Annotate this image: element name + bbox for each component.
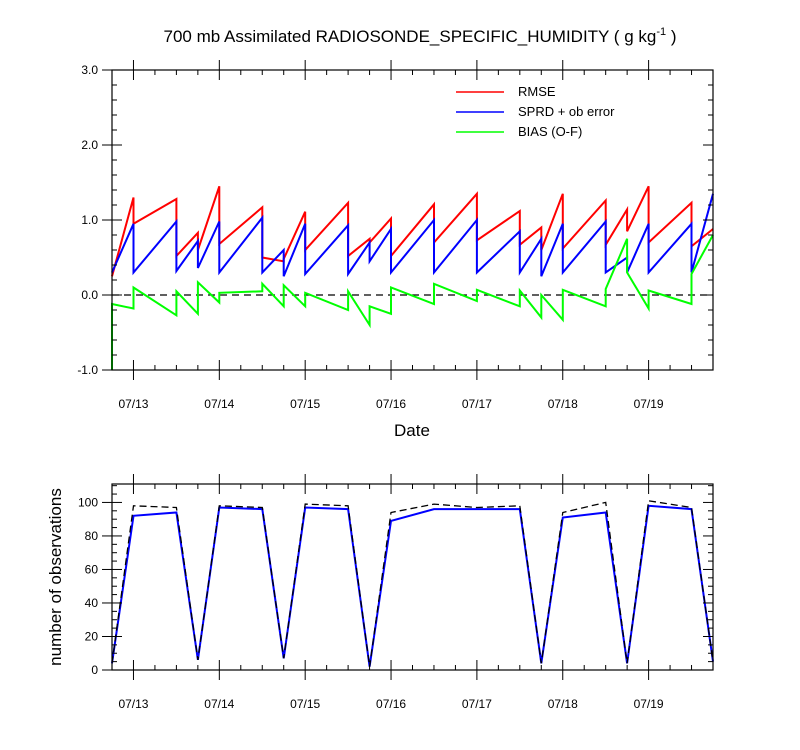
y-tick-label: 1.0 [81,213,98,227]
y-tick-label: 60 [85,562,99,576]
chart-title: 700 mb Assimilated RADIOSONDE_SPECIFIC_H… [164,26,677,46]
x-tick-label: 07/16 [376,697,406,711]
y-tick-label: 3.0 [81,63,98,77]
x-tick-label: 07/17 [462,397,492,411]
x-tick-label: 07/13 [118,697,148,711]
bottom-plot: 0 20 40 60 80 100 07/13 07/14 07/15 07/16 07/17 07/… [78,474,714,711]
bottom-y-axis-title: number of observations [46,488,65,666]
legend-label: BIAS (O-F) [518,124,582,139]
top-x-axis-title: Date [394,421,430,440]
x-tick-label: 07/15 [290,397,320,411]
legend-label: RMSE [518,84,556,99]
plot-frame [111,483,714,671]
x-tick-label: 07/14 [204,697,234,711]
y-tick-label: 40 [85,596,99,610]
y-tick-label: 2.0 [81,138,98,152]
x-tick-label: 07/18 [548,697,578,711]
top-plot: -1.0 0.0 1.0 2.0 3.0 07/13 07/14 07/15 07/16 07/1… [77,60,714,411]
y-tick-label: 20 [85,629,99,643]
chart-title-main: 700 mb Assimilated RADIOSONDE_SPECIFIC_H… [164,27,657,46]
plot-frame [111,69,714,371]
series-line-1 [111,500,714,667]
chart-title-superscript: -1 [656,26,666,38]
y-tick-label: -1.0 [77,363,98,377]
x-tick-label: 07/13 [118,397,148,411]
x-tick-label: 07/19 [634,397,664,411]
series-line-2 [111,234,714,370]
x-tick-label: 07/19 [634,697,664,711]
x-tick-label: 07/16 [376,397,406,411]
y-tick-label: 0.0 [81,288,98,302]
series-line-0 [111,185,714,277]
y-tick-label: 80 [85,529,99,543]
x-tick-label: 07/17 [462,697,492,711]
x-tick-label: 07/18 [548,397,578,411]
chart-title-end: ) [666,27,676,46]
y-tick-label: 0 [91,663,98,677]
x-tick-label: 07/15 [290,697,320,711]
x-tick-label: 07/14 [204,397,234,411]
series-line-0 [111,504,714,667]
y-tick-label: 100 [78,495,98,509]
legend-label: SPRD + ob error [518,104,615,119]
